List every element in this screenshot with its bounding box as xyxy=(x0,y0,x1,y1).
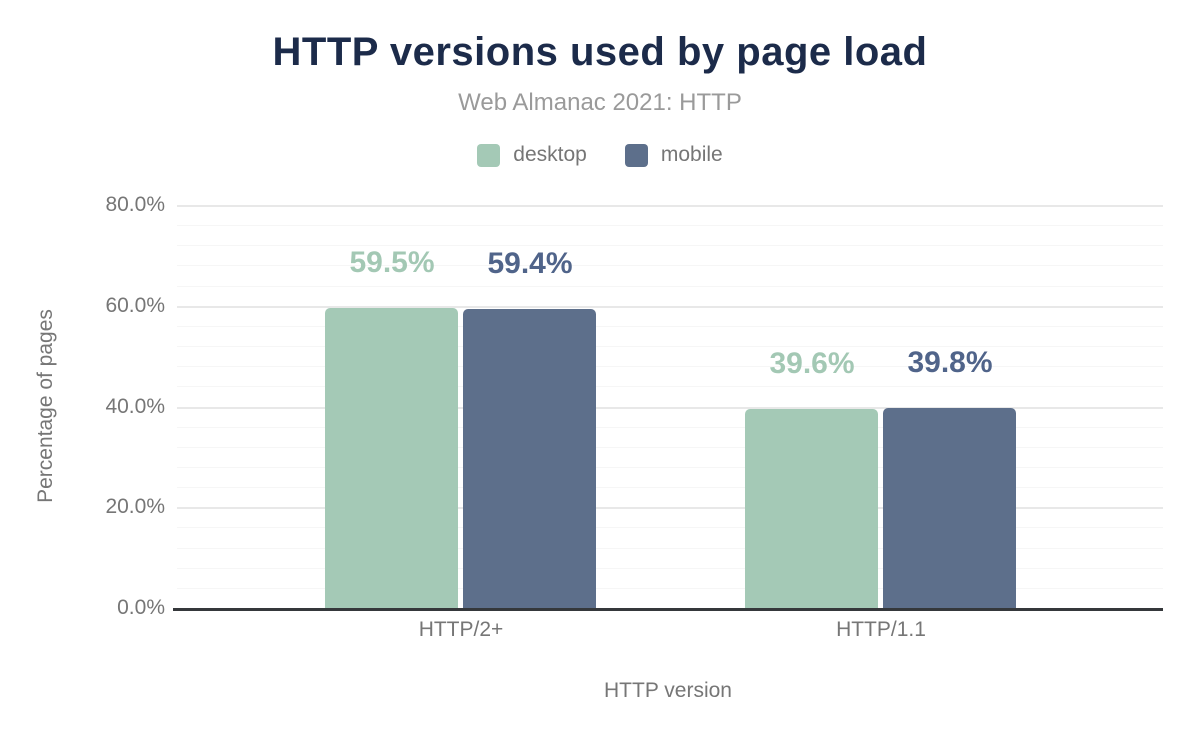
minor-gridline xyxy=(177,386,1163,387)
legend-label-desktop: desktop xyxy=(513,143,587,166)
y-tick-label: 0.0% xyxy=(117,596,165,619)
minor-gridline xyxy=(177,487,1163,488)
x-axis-baseline xyxy=(173,608,1163,611)
legend-item-desktop: desktop xyxy=(477,143,587,167)
legend: desktop mobile xyxy=(0,143,1200,167)
major-gridline xyxy=(177,306,1163,308)
bar-value-label-mobile: 59.4% xyxy=(487,247,573,280)
legend-item-mobile: mobile xyxy=(624,143,723,167)
x-tick-label: HTTP/1.1 xyxy=(836,618,926,641)
legend-swatch-desktop xyxy=(477,143,501,167)
bar-desktop-http2 xyxy=(325,308,458,608)
bar-value-label-mobile: 39.8% xyxy=(907,346,993,379)
major-gridline xyxy=(177,507,1163,509)
major-gridline xyxy=(177,407,1163,409)
minor-gridline xyxy=(177,225,1163,226)
chart-subtitle: Web Almanac 2021: HTTP xyxy=(458,89,742,116)
bar-value-label-desktop: 39.6% xyxy=(769,347,855,380)
minor-gridline xyxy=(177,286,1163,287)
bar-value-label-desktop: 59.5% xyxy=(349,246,435,279)
chart-title: HTTP versions used by page load xyxy=(272,30,928,74)
y-tick-label: 60.0% xyxy=(105,294,165,317)
minor-gridline xyxy=(177,346,1163,347)
x-axis-title: HTTP version xyxy=(604,679,732,702)
minor-gridline xyxy=(177,366,1163,367)
minor-gridline xyxy=(177,548,1163,549)
minor-gridline xyxy=(177,427,1163,428)
minor-gridline xyxy=(177,588,1163,589)
minor-gridline xyxy=(177,467,1163,468)
y-tick-label: 20.0% xyxy=(105,495,165,518)
y-tick-label: 40.0% xyxy=(105,395,165,418)
minor-gridline xyxy=(177,568,1163,569)
legend-swatch-mobile xyxy=(624,143,648,167)
minor-gridline xyxy=(177,245,1163,246)
bar-desktop-http11 xyxy=(745,409,878,608)
y-axis-title: Percentage of pages xyxy=(34,309,57,503)
minor-gridline xyxy=(177,265,1163,266)
x-tick-label: HTTP/2+ xyxy=(418,618,504,641)
y-tick-label: 80.0% xyxy=(105,193,165,216)
bar-mobile-http2 xyxy=(463,309,596,608)
bar-mobile-http11 xyxy=(883,408,1016,608)
minor-gridline xyxy=(177,527,1163,528)
minor-gridline xyxy=(177,326,1163,327)
minor-gridline xyxy=(177,447,1163,448)
major-gridline xyxy=(177,205,1163,207)
legend-label-mobile: mobile xyxy=(660,143,723,166)
